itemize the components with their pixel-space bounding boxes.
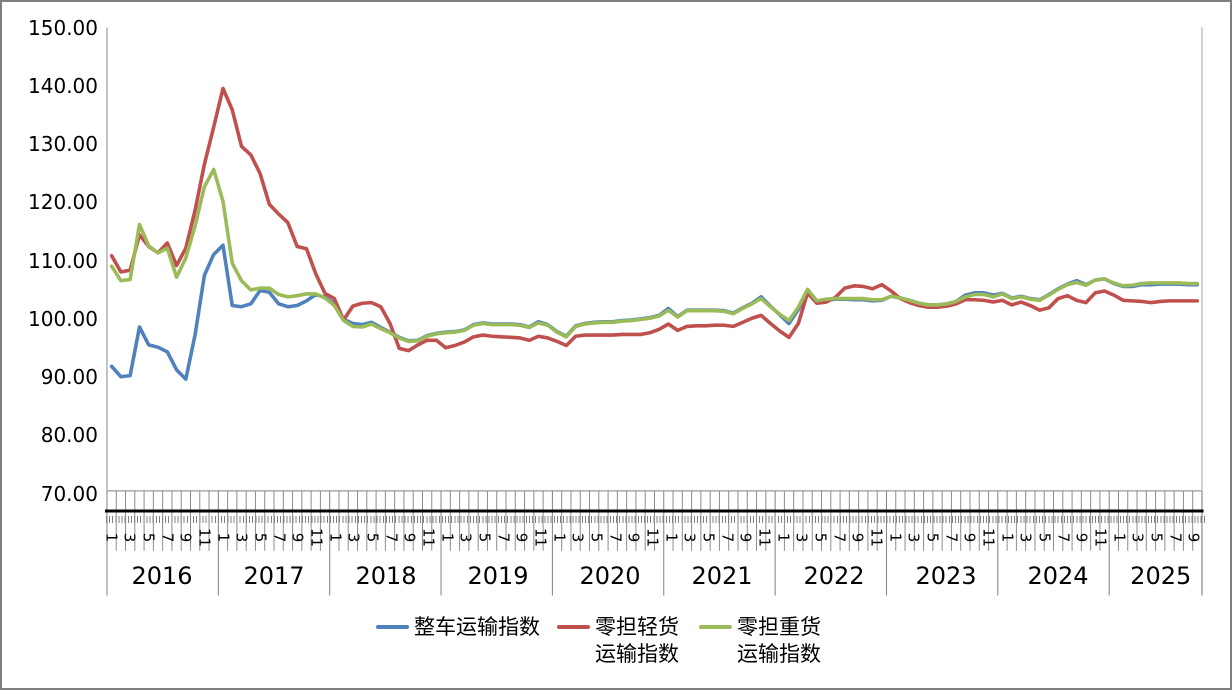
y-axis-tick-label: 120.00: [28, 190, 98, 215]
legend-item-lingdan-zhonghuo[interactable]: 零担重货 运输指数: [699, 614, 821, 668]
month-tick-label: 7: [606, 532, 625, 543]
month-tick-label: 7: [158, 532, 177, 543]
month-tick-label: 5: [587, 532, 606, 543]
month-tick-label: 7: [718, 532, 737, 543]
month-tick-label: 5: [363, 532, 382, 543]
month-tick-label: 11: [979, 527, 998, 548]
month-tick-label: 1: [214, 532, 233, 543]
year-label: 2024: [1027, 562, 1089, 590]
y-axis-tick-label: 70.00: [40, 481, 98, 506]
month-tick-label: 5: [475, 532, 494, 543]
month-tick-label: 3: [456, 532, 475, 543]
y-axis-tick-label: 100.00: [28, 306, 98, 331]
y-axis-tick-label: 90.00: [40, 365, 98, 390]
month-tick-label: 1: [1110, 532, 1129, 543]
month-tick-label: 11: [867, 527, 886, 548]
month-tick-label: 7: [830, 532, 849, 543]
month-tick-label: 3: [792, 532, 811, 543]
legend-item-lingdan-qinghuo[interactable]: 零担轻货 运输指数: [557, 614, 679, 668]
month-tick-label: 7: [270, 532, 289, 543]
y-axis-tick-label: 150.00: [28, 15, 98, 40]
series-line-0-整车运输指数: [109, 243, 1200, 381]
month-tick-label: 5: [923, 532, 942, 543]
month-tick-label: 1: [438, 532, 457, 543]
month-tick-label: 9: [1072, 532, 1091, 543]
month-tick-label: 9: [400, 532, 419, 543]
month-tick-label: 11: [307, 527, 326, 548]
month-tick-label: 5: [1147, 532, 1166, 543]
year-label: 2017: [243, 562, 305, 590]
legend-line-sample-red: [557, 625, 590, 629]
month-tick-label: 7: [494, 532, 513, 543]
axis-minor-tick-fringe: [106, 515, 1207, 523]
series-line-2-零担重货运输指数: [109, 167, 1200, 344]
chart-legend: 整车运输指数 零担轻货 运输指数 零担重货 运输指数: [376, 614, 821, 668]
month-tick-label: 1: [102, 532, 121, 543]
month-tick-label: 5: [811, 532, 830, 543]
month-tick-label: 7: [1054, 532, 1073, 543]
month-tick-label: 7: [382, 532, 401, 543]
month-tick-label: 1: [662, 532, 681, 543]
legend-label: 零担轻货 运输指数: [595, 614, 679, 668]
month-tick-label: 3: [568, 532, 587, 543]
year-label: 2018: [355, 562, 417, 590]
month-tick-label: 3: [680, 532, 699, 543]
month-tick-label: 1: [886, 532, 905, 543]
year-label: 2022: [803, 562, 865, 590]
month-tick-label: 11: [419, 527, 438, 548]
month-tick-label: 5: [251, 532, 270, 543]
month-tick-label: 9: [960, 532, 979, 543]
year-label: 2016: [131, 562, 193, 590]
year-label: 2019: [467, 562, 529, 590]
legend-label-line1: 零担重货: [737, 615, 821, 639]
year-label: 2021: [691, 562, 753, 590]
month-tick-label: 11: [531, 527, 550, 548]
month-tick-label: 5: [1035, 532, 1054, 543]
month-tick-label: 9: [1184, 532, 1203, 543]
month-tick-label: 11: [1091, 527, 1110, 548]
month-tick-label: 1: [774, 532, 793, 543]
month-tick-label: 3: [120, 532, 139, 543]
month-tick-label: 1: [326, 532, 345, 543]
month-tick-label: 7: [1166, 532, 1185, 543]
month-tick-label: 9: [288, 532, 307, 543]
month-tick-label: 3: [344, 532, 363, 543]
month-tick-label: 3: [904, 532, 923, 543]
month-tick-label: 9: [176, 532, 195, 543]
legend-item-zhengche[interactable]: 整车运输指数: [376, 614, 540, 641]
month-tick-label: 1: [550, 532, 569, 543]
month-tick-label: 3: [232, 532, 251, 543]
legend-label: 整车运输指数: [414, 615, 540, 639]
series-line-1-零担轻货运输指数: [109, 86, 1200, 353]
year-label: 2023: [915, 562, 977, 590]
month-tick-label: 3: [1016, 532, 1035, 543]
month-tick-label: 5: [699, 532, 718, 543]
month-tick-label: 9: [848, 532, 867, 543]
legend-line-sample-green: [699, 625, 732, 629]
year-label: 2020: [579, 562, 641, 590]
month-tick-label: 9: [512, 532, 531, 543]
month-tick-label: 9: [736, 532, 755, 543]
legend-label-line1: 零担轻货: [595, 615, 679, 639]
month-tick-label: 11: [643, 527, 662, 548]
month-tick-label: 5: [139, 532, 158, 543]
month-tick-label: 11: [195, 527, 214, 548]
month-tick-label: 11: [755, 527, 774, 548]
year-label: 2025: [1130, 562, 1192, 590]
legend-line-sample-blue: [376, 625, 409, 629]
y-axis-tick-label: 140.00: [28, 73, 98, 98]
legend-label-line2: 运输指数: [737, 642, 821, 666]
y-axis-tick-label: 110.00: [28, 248, 98, 273]
month-tick-label: 7: [942, 532, 961, 543]
y-axis-tick-label: 80.00: [40, 423, 98, 448]
y-axis-tick-label: 130.00: [28, 132, 98, 157]
month-tick-label: 3: [1128, 532, 1147, 543]
month-tick-label: 9: [624, 532, 643, 543]
legend-label-line2: 运输指数: [595, 642, 679, 666]
month-tick-label: 1: [998, 532, 1017, 543]
legend-label: 零担重货 运输指数: [737, 614, 821, 668]
